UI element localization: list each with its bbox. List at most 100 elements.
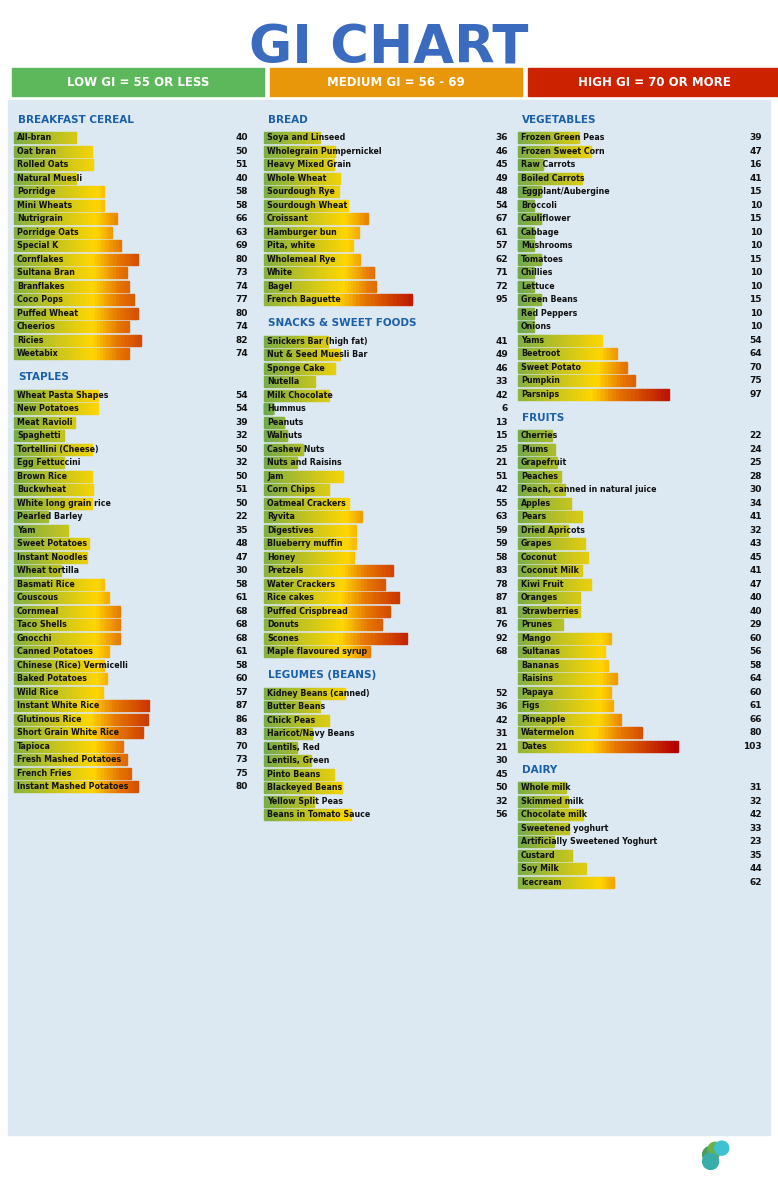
- Bar: [101, 214, 103, 224]
- Bar: [550, 796, 552, 806]
- Bar: [332, 362, 334, 373]
- Bar: [269, 457, 270, 468]
- Bar: [532, 552, 534, 563]
- Bar: [355, 214, 358, 224]
- Bar: [293, 619, 296, 630]
- Bar: [309, 646, 311, 658]
- Bar: [523, 484, 524, 496]
- Bar: [525, 484, 526, 496]
- Bar: [128, 294, 131, 305]
- Bar: [552, 796, 553, 806]
- Bar: [328, 498, 330, 509]
- Bar: [529, 173, 531, 184]
- Bar: [553, 850, 555, 860]
- Bar: [534, 335, 537, 346]
- Bar: [105, 673, 107, 684]
- Bar: [85, 227, 87, 238]
- Bar: [529, 430, 530, 442]
- Bar: [21, 673, 23, 684]
- Bar: [59, 619, 61, 630]
- Bar: [35, 390, 37, 401]
- Bar: [332, 145, 334, 156]
- Bar: [541, 700, 544, 712]
- Bar: [39, 145, 41, 156]
- Bar: [23, 199, 25, 210]
- Bar: [305, 362, 307, 373]
- Bar: [577, 348, 580, 359]
- Bar: [559, 619, 561, 630]
- Bar: [82, 727, 85, 738]
- Bar: [268, 498, 271, 509]
- Bar: [650, 740, 654, 751]
- Bar: [294, 688, 296, 698]
- Bar: [19, 173, 20, 184]
- Bar: [281, 253, 283, 264]
- Bar: [58, 686, 61, 697]
- Bar: [324, 578, 328, 589]
- Bar: [77, 606, 80, 617]
- Bar: [303, 768, 304, 780]
- Bar: [595, 714, 598, 725]
- Bar: [543, 592, 545, 604]
- Bar: [544, 565, 545, 576]
- Bar: [22, 606, 25, 617]
- Bar: [284, 470, 286, 481]
- Bar: [38, 606, 40, 617]
- Bar: [312, 362, 314, 373]
- Bar: [14, 158, 16, 170]
- Bar: [528, 619, 529, 630]
- Text: Wheat tortilla: Wheat tortilla: [17, 566, 79, 575]
- Bar: [57, 754, 59, 766]
- Text: Tapioca: Tapioca: [17, 742, 51, 750]
- Bar: [104, 781, 107, 792]
- Bar: [314, 809, 316, 820]
- Bar: [548, 632, 551, 643]
- Bar: [333, 538, 335, 550]
- Bar: [289, 632, 293, 643]
- Bar: [44, 199, 46, 210]
- Text: 68: 68: [496, 647, 508, 656]
- Bar: [550, 511, 552, 522]
- Bar: [39, 403, 41, 414]
- Bar: [73, 132, 75, 143]
- Bar: [527, 430, 528, 442]
- Bar: [534, 498, 535, 509]
- Bar: [522, 389, 525, 400]
- Bar: [360, 214, 363, 224]
- Bar: [551, 444, 552, 455]
- Text: Yellow Split Peas: Yellow Split Peas: [267, 797, 343, 805]
- Bar: [520, 578, 522, 589]
- Bar: [75, 646, 78, 658]
- Bar: [264, 362, 266, 373]
- Bar: [307, 484, 308, 496]
- Bar: [531, 524, 533, 535]
- Bar: [54, 524, 56, 535]
- Bar: [14, 754, 17, 766]
- Bar: [100, 673, 103, 684]
- Bar: [61, 498, 62, 509]
- Bar: [296, 376, 297, 388]
- Bar: [551, 552, 553, 563]
- Bar: [331, 552, 334, 563]
- Bar: [68, 132, 70, 143]
- Bar: [313, 701, 314, 712]
- Bar: [36, 686, 38, 697]
- Bar: [288, 809, 290, 820]
- Bar: [390, 565, 393, 576]
- Bar: [16, 214, 19, 224]
- Bar: [537, 389, 541, 400]
- Bar: [580, 714, 582, 725]
- Bar: [309, 728, 310, 739]
- Bar: [114, 281, 117, 292]
- Bar: [525, 700, 527, 712]
- Bar: [298, 688, 300, 698]
- Bar: [534, 727, 537, 738]
- Bar: [68, 281, 72, 292]
- Text: Canned Potatoes: Canned Potatoes: [17, 647, 93, 656]
- Bar: [289, 701, 290, 712]
- Bar: [60, 158, 61, 170]
- Bar: [93, 199, 95, 210]
- Bar: [34, 578, 37, 589]
- Bar: [14, 253, 17, 264]
- Bar: [542, 484, 544, 496]
